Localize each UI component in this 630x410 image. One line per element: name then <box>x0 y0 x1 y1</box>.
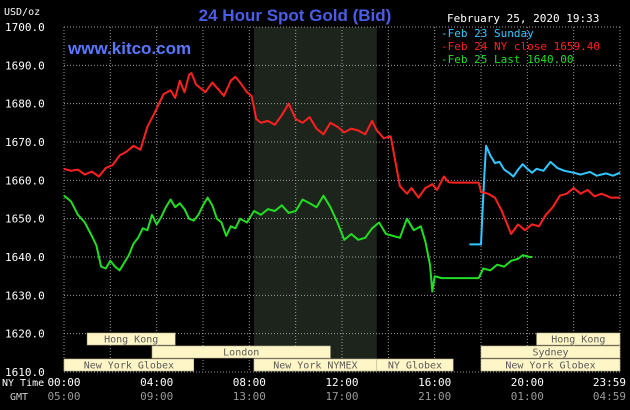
legend-entry: -Feb 24 NY close 1659.40 <box>441 40 600 53</box>
session-bar <box>480 358 621 372</box>
x-tick-label: 01:00 <box>511 390 544 403</box>
x-tick-label: 08:00 <box>233 376 266 389</box>
session-bar <box>480 345 621 359</box>
x-tick-label: 04:59 <box>593 390 626 403</box>
session-label: Hong Kong <box>551 335 605 346</box>
legend-entry: -Feb 23 Sunday <box>441 27 534 40</box>
session-bar <box>536 332 621 346</box>
x-tick-label: 13:00 <box>233 390 266 403</box>
y-tick-label: 1620.0 <box>5 328 45 341</box>
y-tick-label: 1640.0 <box>5 251 45 264</box>
series-line <box>469 144 621 246</box>
legend: -Feb 23 Sunday-Feb 24 NY close 1659.40-F… <box>441 27 600 66</box>
trading-sessions: Hong Kong Hong Kong London Sydney New York G… <box>63 332 621 372</box>
chart-title: 24 Hour Spot Gold (Bid) <box>199 6 392 25</box>
session-bar <box>151 345 331 359</box>
x-tick-label: 04:00 <box>140 376 173 389</box>
x-axis-row-label: GMT <box>10 392 28 403</box>
x-tick-label: 16:00 <box>418 376 451 389</box>
legend-entry: -Feb 25 Last 1640.00 <box>441 53 573 66</box>
session-label: Sydney <box>532 348 568 359</box>
axes: 1610.0 1620.0 1630.0 1640.0 1650.0 1660.0 1670… <box>2 21 626 403</box>
series-line <box>63 72 620 235</box>
series-line <box>63 194 532 293</box>
session-bar <box>63 358 195 372</box>
session-label: Hong Kong <box>104 335 158 346</box>
x-tick-label: 09:00 <box>140 390 173 403</box>
chart-timestamp: February 25, 2020 19:33 <box>447 12 599 25</box>
grid <box>63 26 621 373</box>
y-tick-label: 1650.0 <box>5 213 45 226</box>
session-label: NY Globex <box>388 361 442 372</box>
x-tick-label: 17:00 <box>325 390 358 403</box>
x-tick-label: 00:00 <box>47 376 80 389</box>
y-tick-label: 1610.0 <box>5 366 45 379</box>
price-series <box>63 72 621 293</box>
y-tick-label: 1630.0 <box>5 289 45 302</box>
y-tick-label: 1700.0 <box>5 21 45 34</box>
x-tick-label: 12:00 <box>325 376 358 389</box>
y-tick-label: 1670.0 <box>5 136 45 149</box>
y-tick-label: 1690.0 <box>5 59 45 72</box>
session-label: New York Globex <box>505 361 595 372</box>
x-tick-label: 20:00 <box>511 376 544 389</box>
session-bar <box>86 332 176 346</box>
session-bar <box>376 358 454 372</box>
y-axis-unit-label: USD/oz <box>4 7 40 18</box>
x-tick-label: 21:00 <box>418 390 451 403</box>
y-tick-label: 1680.0 <box>5 98 45 111</box>
session-label: London <box>223 348 259 359</box>
y-tick-label: 1660.0 <box>5 174 45 187</box>
nymex-session-shade <box>253 27 377 372</box>
site-watermark[interactable]: www.kitco.com <box>67 39 191 58</box>
session-label: New York NYMEX <box>273 361 357 372</box>
x-axis-row-label: NY Time <box>2 378 44 389</box>
session-label: New York Globex <box>84 361 174 372</box>
x-tick-label: 23:59 <box>593 376 626 389</box>
x-tick-label: 05:00 <box>47 390 80 403</box>
